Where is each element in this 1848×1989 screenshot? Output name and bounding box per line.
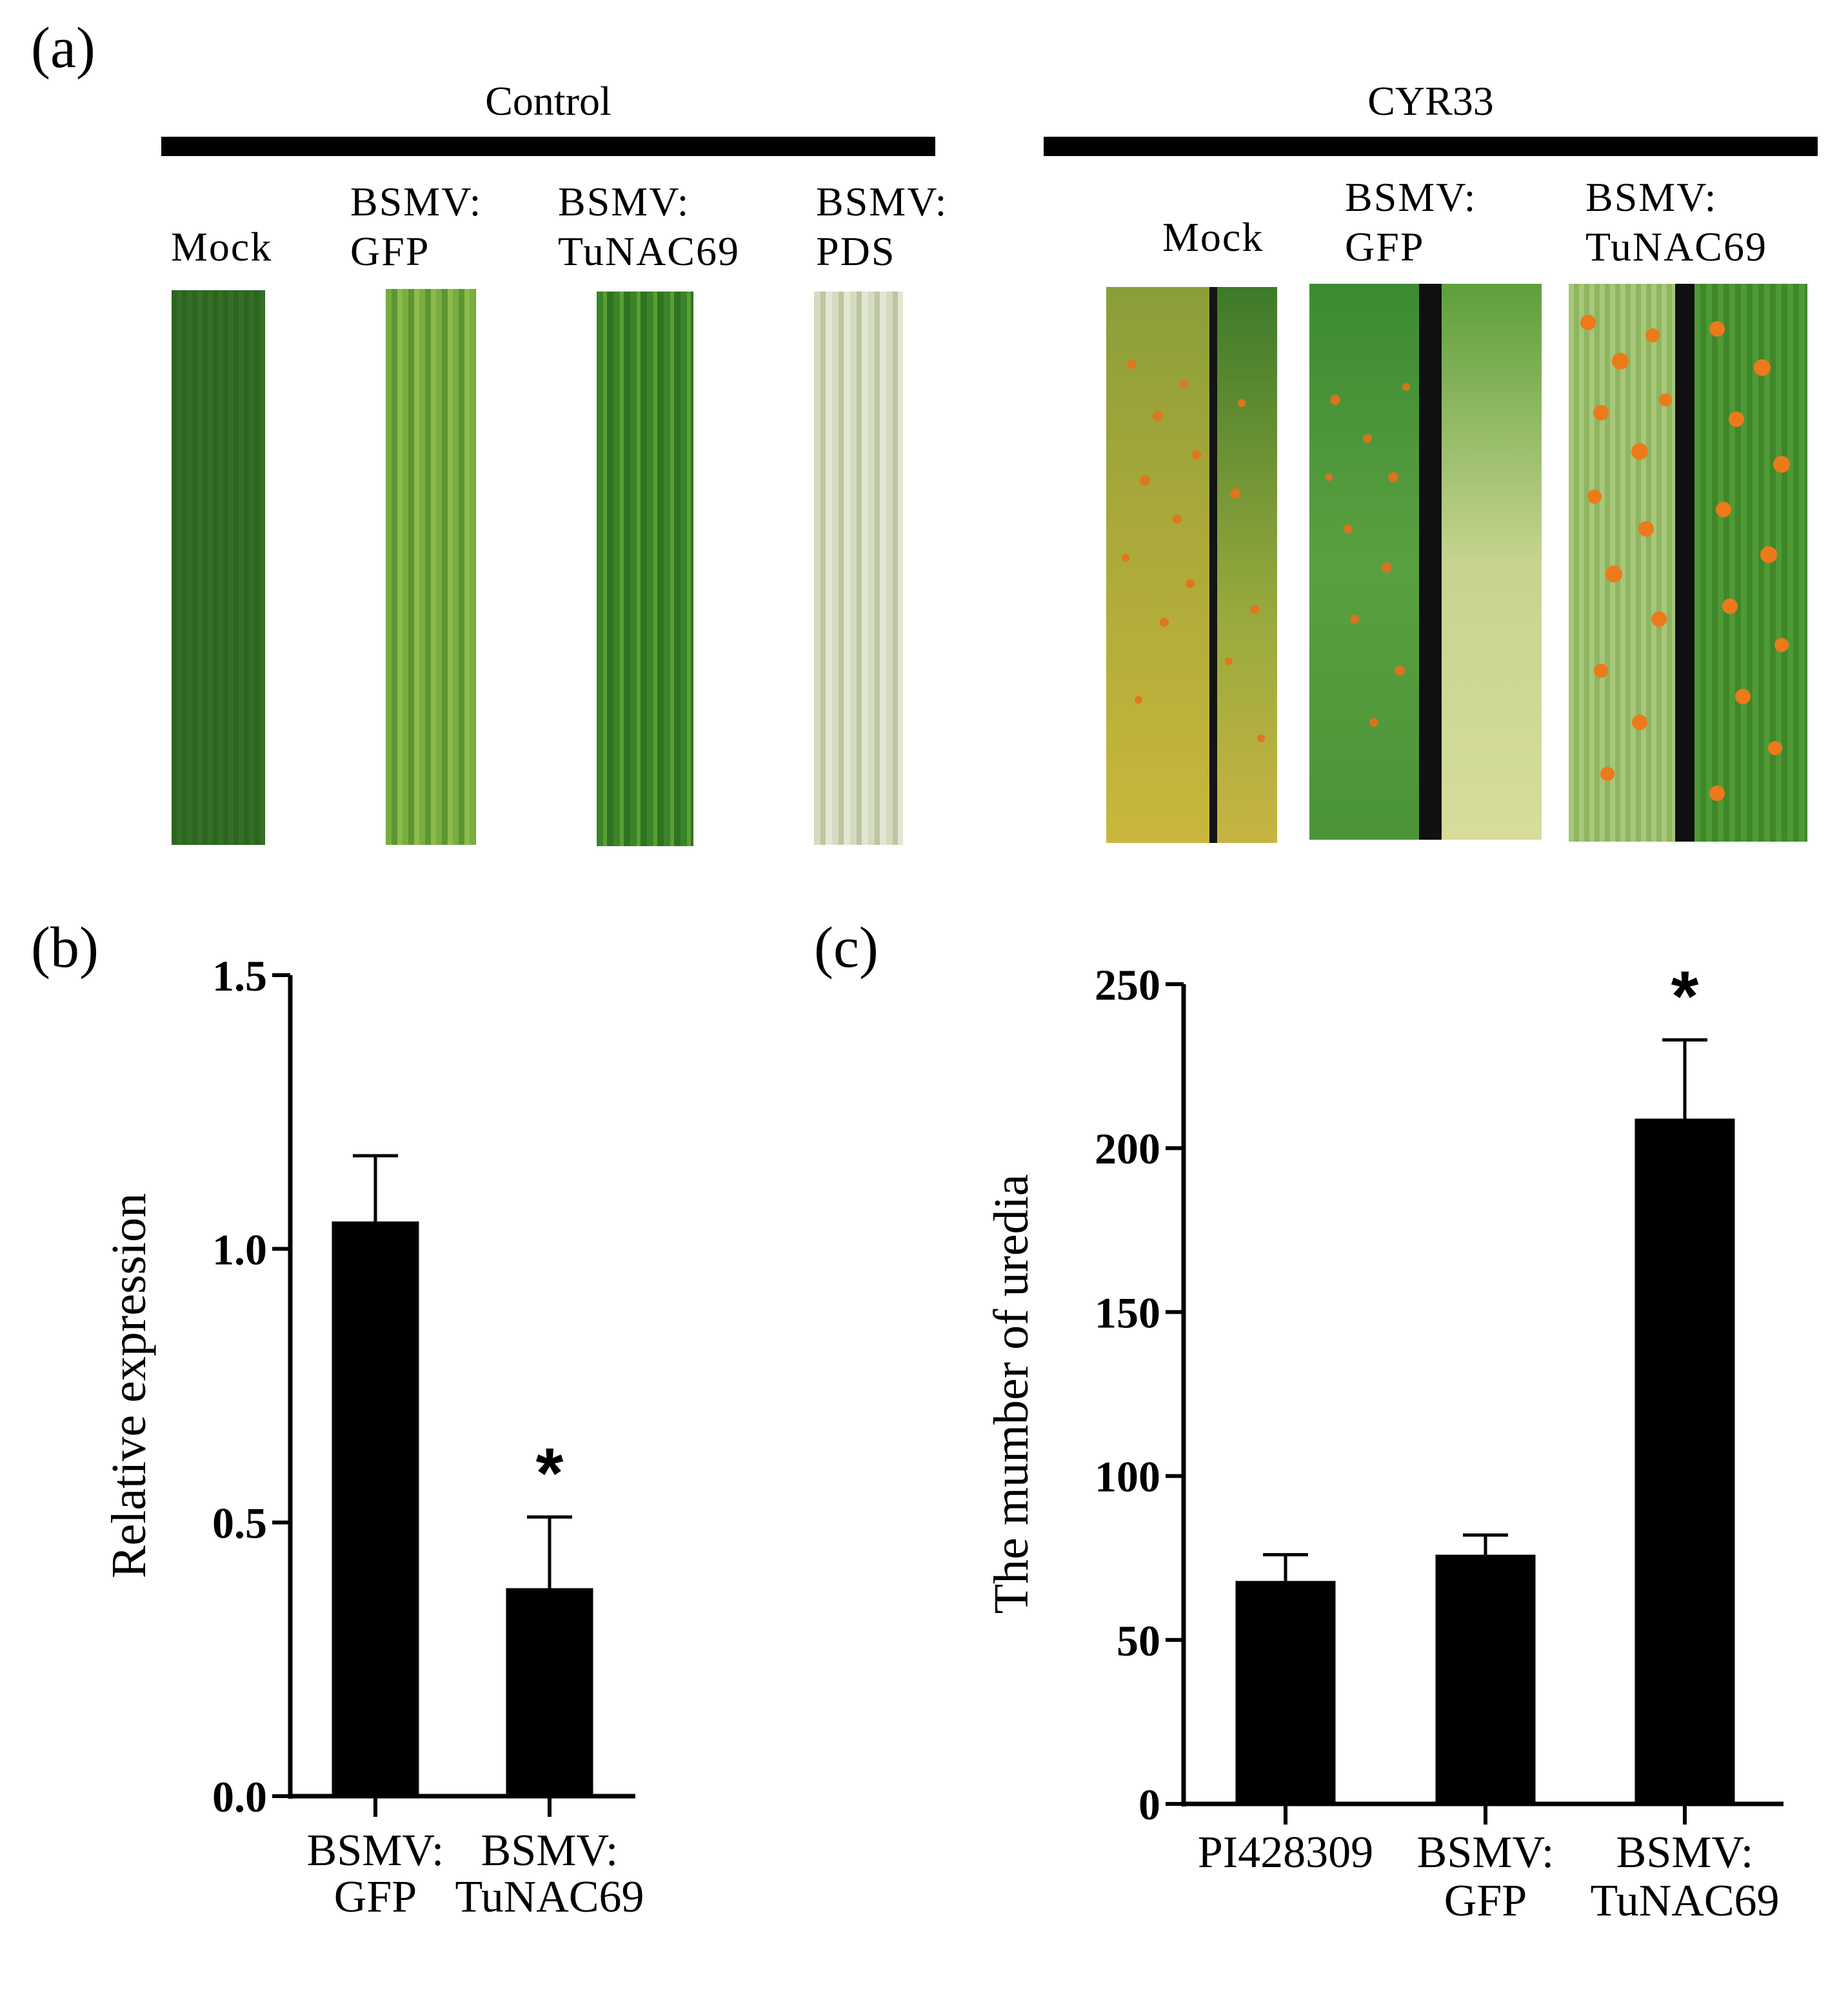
chart-1-ytick-label: 150 <box>1095 1288 1160 1337</box>
leaf-label-control-pds: BSMV: PDS <box>816 179 948 274</box>
chart-0-category-label: BSMV: <box>481 1826 619 1875</box>
leaf-image-control-gfp <box>386 289 476 845</box>
chart-0-ytick-label: 1.0 <box>212 1225 267 1274</box>
chart-1-bar <box>1435 1554 1536 1804</box>
chart-1-bar <box>1235 1581 1336 1804</box>
chart-1-category-label: PI428309 <box>1198 1828 1373 1877</box>
leaf-image-cyr33-tunac69 <box>1569 284 1807 842</box>
chart-0-ytick-label: 0.0 <box>212 1772 267 1821</box>
leaf-label-cyr33-mock: Mock <box>1162 214 1264 260</box>
panel-a-label: (a) <box>31 16 95 80</box>
chart-1-category-label: GFP <box>1444 1876 1527 1926</box>
panel-b-label: (b) <box>31 916 99 980</box>
chart-0-bar <box>506 1588 593 1796</box>
leaf-image-control-pds <box>814 292 903 845</box>
panel-c-label: (c) <box>814 916 879 980</box>
group-bar-control <box>161 137 935 156</box>
leaf-label-cyr33-tunac69: BSMV: TuNAC69 <box>1585 174 1767 270</box>
chart-0-ytick-label: 0.5 <box>212 1499 267 1548</box>
chart-0-ylabel: Relative expression <box>102 1193 156 1578</box>
leaf-image-cyr33-gfp <box>1309 284 1542 840</box>
chart-1-ylabel: The mumber of uredia <box>984 1174 1038 1614</box>
uredia-cyr33-mock <box>1122 360 1265 742</box>
chart-0-category-label: TuNAC69 <box>455 1872 644 1922</box>
leaf-label-control-mock: Mock <box>171 224 273 270</box>
group-title-cyr33: CYR33 <box>1367 78 1494 124</box>
chart-1-ytick-label: 50 <box>1117 1616 1160 1665</box>
chart-1-category-label: TuNAC69 <box>1590 1876 1779 1926</box>
chart-1-category-label: BSMV: <box>1616 1828 1754 1877</box>
uredia-cyr33-gfp <box>1325 383 1410 727</box>
chart-1-ytick-label: 100 <box>1095 1452 1160 1501</box>
leaf-label-control-gfp: BSMV: GFP <box>350 179 482 274</box>
chart-1-ytick-label: 200 <box>1095 1124 1160 1173</box>
chart-0-category-label: GFP <box>334 1872 417 1922</box>
chart-1-category-label: BSMV: <box>1417 1828 1555 1877</box>
chart-0-category-label: BSMV: <box>307 1826 444 1875</box>
chart-1-ytick-label: 250 <box>1095 960 1160 1009</box>
leaf-image-control-mock <box>172 290 265 845</box>
leaf-label-cyr33-gfp: BSMV: GFP <box>1345 174 1477 270</box>
leaf-image-cyr33-mock <box>1106 287 1277 843</box>
chart-1-significance: * <box>1671 956 1699 1036</box>
chart-1-ytick-label: 0 <box>1138 1780 1160 1829</box>
group-title-control: Control <box>485 78 611 124</box>
chart-0-significance: * <box>536 1434 564 1513</box>
leaf-image-control-tunac69 <box>597 292 693 846</box>
chart-1-bar <box>1634 1118 1735 1804</box>
chart-0-bar <box>332 1221 419 1796</box>
uredia-cyr33-tunac69 <box>1580 315 1790 801</box>
leaf-label-control-tunac69: BSMV: TuNAC69 <box>558 179 740 274</box>
chart-0-ytick-label: 1.5 <box>212 951 267 1000</box>
group-bar-cyr33 <box>1044 137 1818 156</box>
